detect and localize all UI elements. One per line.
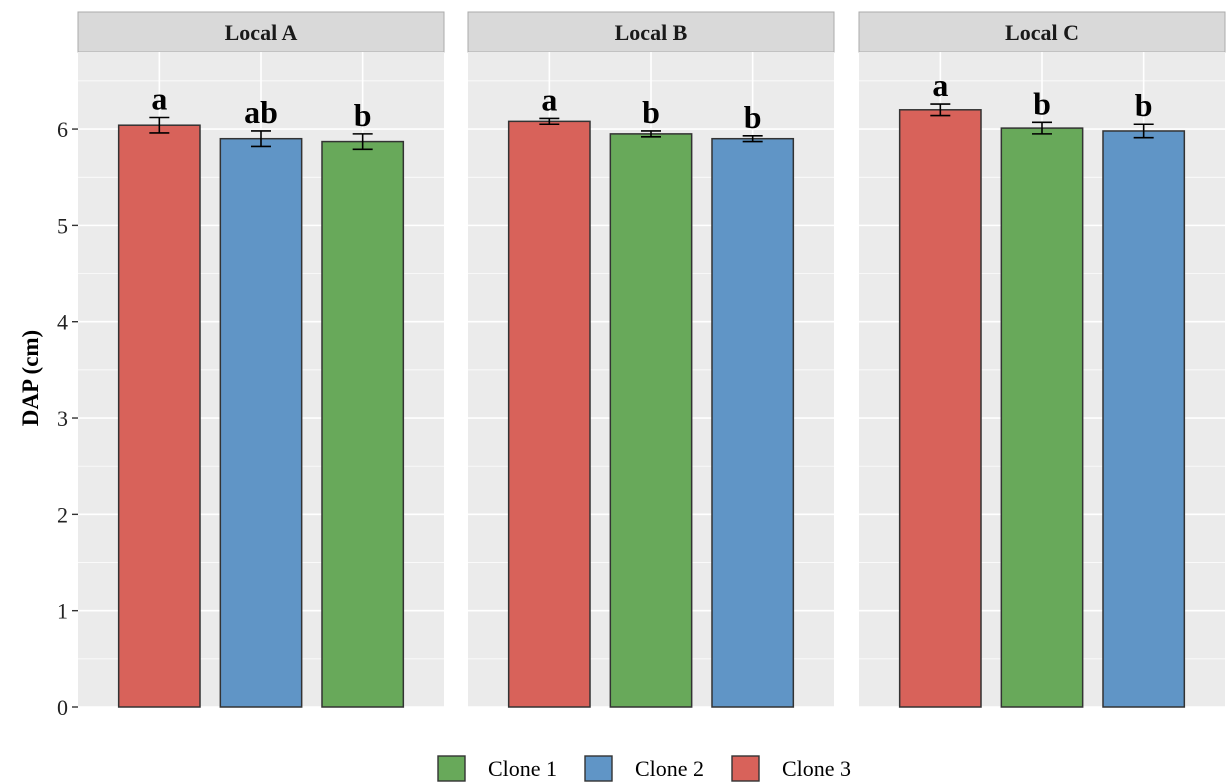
significance-label: ab xyxy=(244,94,278,130)
significance-label: a xyxy=(541,81,557,117)
panel-title: Local A xyxy=(225,20,298,45)
panel-strip xyxy=(467,11,835,53)
panel-2: Local B a b b xyxy=(467,11,835,708)
legend-label: Clone 2 xyxy=(635,756,704,781)
bar xyxy=(1102,130,1186,708)
significance-label: b xyxy=(744,99,762,135)
significance-label: a xyxy=(932,67,948,103)
bar xyxy=(321,140,405,708)
significance-label: a xyxy=(151,81,167,117)
significance-label: b xyxy=(1135,87,1153,123)
bar xyxy=(1000,127,1084,708)
bar xyxy=(117,124,201,708)
legend: Clone 1 Clone 2 Clone 3 xyxy=(437,755,851,782)
legend-swatch xyxy=(437,755,466,782)
panel-title: Local C xyxy=(1005,20,1079,45)
legend-label: Clone 1 xyxy=(488,756,557,781)
bar xyxy=(609,133,693,708)
significance-label: b xyxy=(642,94,660,130)
panel-1: Local A a ab b xyxy=(77,11,445,708)
y-tick-label: 6 xyxy=(57,117,68,142)
y-tick-label: 5 xyxy=(57,213,68,238)
bar xyxy=(507,120,591,708)
bar xyxy=(711,137,795,708)
significance-label: b xyxy=(354,97,372,133)
panel-3: Local C a b b xyxy=(858,11,1226,708)
y-axis: 0 1 2 3 4 5 6 xyxy=(57,117,78,720)
panel-title: Local B xyxy=(615,20,688,45)
significance-label: b xyxy=(1033,85,1051,121)
y-tick-label: 4 xyxy=(57,310,68,335)
bar xyxy=(219,137,303,708)
y-tick-label: 1 xyxy=(57,599,68,624)
y-tick-label: 3 xyxy=(57,406,68,431)
y-tick-label: 2 xyxy=(57,502,68,527)
y-tick-label: 0 xyxy=(57,695,68,720)
legend-label: Clone 3 xyxy=(782,756,851,781)
legend-swatch xyxy=(584,755,613,782)
panel-strip xyxy=(858,11,1226,53)
panel-strip xyxy=(77,11,445,53)
bar xyxy=(898,109,982,708)
y-axis-label: DAP (cm) xyxy=(18,330,43,426)
legend-swatch xyxy=(731,755,760,782)
